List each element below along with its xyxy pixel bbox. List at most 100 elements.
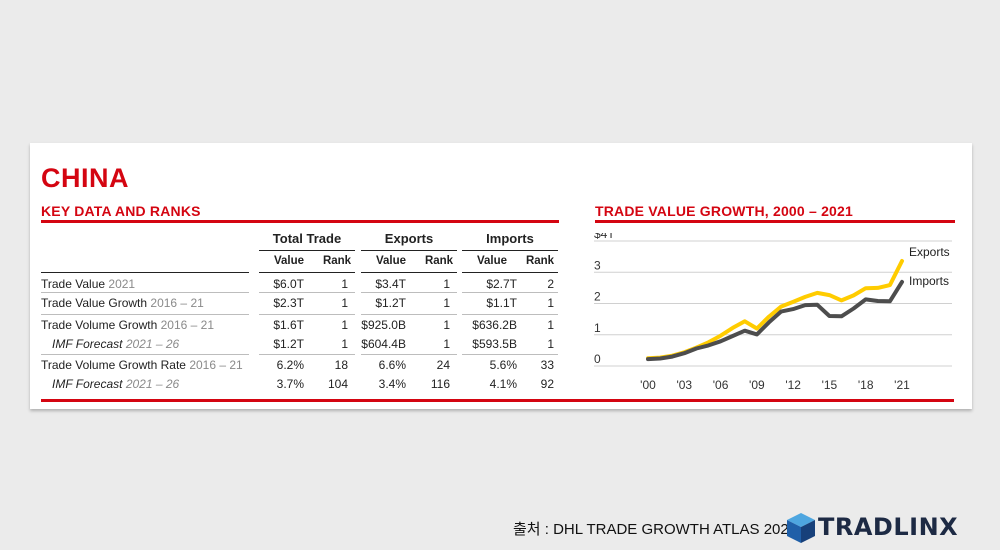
exports-rank-cell: 1 (443, 318, 450, 332)
row-label: Trade Volume Growth 2016 – 21 (41, 318, 214, 332)
y-tick-label: 0 (594, 352, 601, 366)
row-label-text: Trade Value Growth (41, 296, 148, 310)
row-divider (361, 314, 457, 315)
row-divider (361, 354, 457, 355)
total-trade-value-cell: 6.2% (276, 358, 304, 372)
exports-legend-label: Exports (909, 245, 950, 259)
x-tick-label: '09 (749, 378, 765, 392)
exports-value-cell: $925.0B (361, 318, 406, 332)
table-section-title: KEY DATA AND RANKS (41, 203, 201, 219)
x-tick-label: '03 (676, 378, 692, 392)
y-tick-label: $4T (594, 233, 615, 241)
row-divider (259, 354, 355, 355)
row-divider (41, 354, 249, 355)
row-period: 2021 – 26 (125, 377, 180, 391)
row-label: Trade Value Growth 2016 – 21 (41, 296, 204, 310)
row-label: IMF Forecast 2021 – 26 (52, 337, 179, 351)
total-trade-rank-cell: 104 (327, 377, 348, 391)
total-trade-rank-subheader: Rank (322, 255, 352, 267)
row-label: IMF Forecast 2021 – 26 (52, 377, 179, 391)
imports-value-cell: 4.1% (489, 377, 517, 391)
row-divider (462, 314, 558, 315)
exports-value-subheader: Value (375, 255, 407, 267)
total-trade-subheader-rule (259, 272, 355, 273)
total-trade-value-cell: $1.2T (273, 337, 304, 351)
chart-title: TRADE VALUE GROWTH, 2000 – 2021 (595, 203, 854, 219)
x-tick-label: '06 (713, 378, 729, 392)
total-trade-header: Total Trade (272, 231, 342, 246)
row-period: 2021 – 26 (125, 337, 180, 351)
label-column-rule (41, 272, 249, 273)
row-label-text: IMF Forecast (52, 337, 123, 351)
exports-rank-subheader: Rank (424, 255, 454, 267)
exports-value-cell: 3.4% (378, 377, 406, 391)
imports-rank-cell: 92 (540, 377, 554, 391)
exports-line (646, 259, 904, 361)
tradlinx-logo: TRADLINX (818, 513, 959, 541)
row-label-text: Trade Volume Growth (41, 318, 158, 332)
row-divider (41, 292, 249, 293)
exports-value-cell: 6.6% (378, 358, 406, 372)
imports-rank-subheader: Rank (525, 255, 555, 267)
country-title: CHINA (41, 163, 129, 193)
row-label-text: IMF Forecast (52, 377, 123, 391)
imports-header-rule (462, 250, 558, 251)
tradlinx-cube-icon (787, 513, 815, 543)
imports-rank-cell: 33 (540, 358, 554, 372)
exports-header-rule (361, 250, 457, 251)
total-trade-value-cell: $6.0T (273, 277, 304, 291)
imports-value-cell: 5.6% (489, 358, 517, 372)
exports-subheader-rule (361, 272, 457, 273)
bottom-red-rule (41, 399, 954, 402)
trade-value-chart: 0 1 2 3 $4T '00 '03 '06 '09 '12 '15 '18 '21 Exports Im… (594, 233, 952, 392)
exports-rank-cell: 116 (430, 377, 450, 391)
imports-rank-cell: 1 (547, 296, 554, 310)
chart-red-rule (595, 220, 955, 223)
row-divider (462, 292, 558, 293)
imports-value-cell: $1.1T (486, 296, 517, 310)
exports-rank-cell: 1 (443, 277, 450, 291)
x-tick-label: '21 (894, 378, 910, 392)
imports-value-cell: $636.2B (472, 318, 517, 332)
x-tick-label: '12 (785, 378, 801, 392)
source-note: 출처 : DHL TRADE GROWTH ATLAS 2022 (513, 521, 798, 538)
table-red-rule (41, 220, 559, 223)
exports-value-cell: $1.2T (375, 296, 406, 310)
x-tick-label: '15 (822, 378, 838, 392)
country-profile-card: CHINA KEY DATA AND RANKS Total Trade Valu… (30, 143, 972, 409)
x-tick-label: '18 (858, 378, 874, 392)
total-trade-rank-cell: 1 (341, 318, 348, 332)
imports-value-cell: $2.7T (486, 277, 517, 291)
y-tick-label: 2 (594, 290, 601, 304)
row-divider (361, 292, 457, 293)
row-label-text: Trade Value (41, 277, 106, 291)
exports-value-cell: $3.4T (375, 277, 406, 291)
total-trade-value-cell: $2.3T (273, 296, 304, 310)
total-trade-header-rule (259, 250, 355, 251)
total-trade-rank-cell: 1 (341, 296, 348, 310)
exports-rank-cell: 1 (443, 296, 450, 310)
exports-rank-cell: 24 (436, 358, 450, 372)
row-divider (259, 292, 355, 293)
total-trade-value-cell: $1.6T (273, 318, 304, 332)
total-trade-rank-cell: 1 (341, 277, 348, 291)
imports-value-cell: $593.5B (472, 337, 517, 351)
x-tick-label: '00 (640, 378, 656, 392)
row-period: 2016 – 21 (150, 296, 204, 310)
imports-rank-cell: 1 (547, 318, 554, 332)
exports-rank-cell: 1 (443, 337, 450, 351)
row-label: Trade Volume Growth Rate 2016 – 21 (41, 358, 243, 372)
total-trade-rank-cell: 1 (341, 337, 348, 351)
exports-header: Exports (384, 231, 434, 246)
imports-rank-cell: 2 (547, 277, 554, 291)
imports-subheader-rule (462, 272, 558, 273)
total-trade-rank-cell: 18 (334, 358, 348, 372)
row-divider (462, 354, 558, 355)
imports-legend-label: Imports (909, 274, 949, 288)
exports-value-cell: $604.4B (361, 337, 406, 351)
imports-rank-cell: 1 (547, 337, 554, 351)
row-period: 2016 – 21 (189, 358, 243, 372)
row-period: 2016 – 21 (160, 318, 215, 332)
y-tick-label: 1 (594, 321, 601, 335)
imports-line (646, 279, 904, 362)
